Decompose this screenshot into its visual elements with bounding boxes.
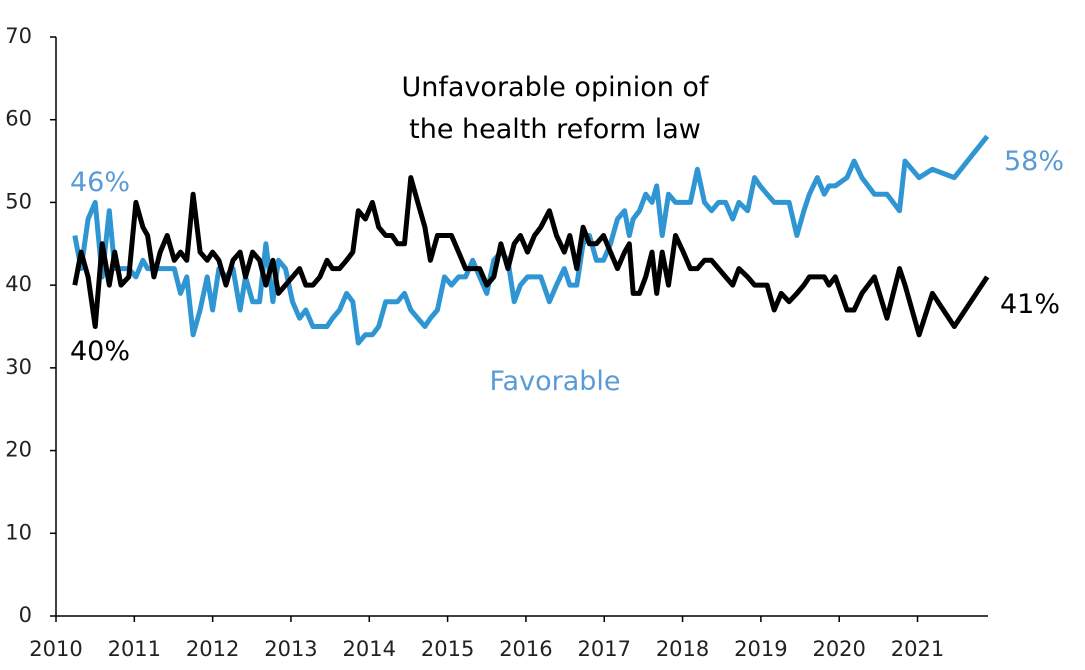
series-label: Favorable	[489, 366, 621, 397]
x-tick-label: 2019	[734, 637, 787, 661]
x-tick-label: 2014	[343, 637, 396, 661]
end-label: 58%	[1003, 146, 1064, 177]
x-tick-label: 2020	[812, 637, 865, 661]
series-line	[72, 175, 990, 338]
x-tick-label: 2018	[656, 637, 709, 661]
y-tick-label: 10	[5, 520, 32, 544]
y-tick-label: 0	[19, 603, 32, 627]
x-tick-label: 2021	[891, 637, 944, 661]
start-label: 46%	[69, 167, 130, 198]
x-tick-label: 2012	[186, 637, 239, 661]
series-line	[72, 134, 990, 346]
x-tick-label: 2010	[29, 637, 82, 661]
y-tick-label: 30	[5, 355, 32, 379]
start-label: 40%	[69, 336, 130, 367]
y-tick-label: 40	[5, 272, 32, 296]
end-label: 41%	[999, 289, 1060, 320]
x-tick-label: 2016	[499, 637, 552, 661]
x-tick-label: 2013	[264, 637, 317, 661]
x-tick-label: 2017	[578, 637, 631, 661]
y-tick-label: 70	[5, 24, 32, 48]
y-tick-label: 60	[5, 107, 32, 131]
x-tick-label: 2015	[421, 637, 474, 661]
y-tick-label: 50	[5, 189, 32, 213]
y-tick-label: 20	[5, 438, 32, 462]
series-label: Unfavorable opinion of the health reform…	[401, 72, 709, 145]
x-tick-label: 2011	[108, 637, 161, 661]
